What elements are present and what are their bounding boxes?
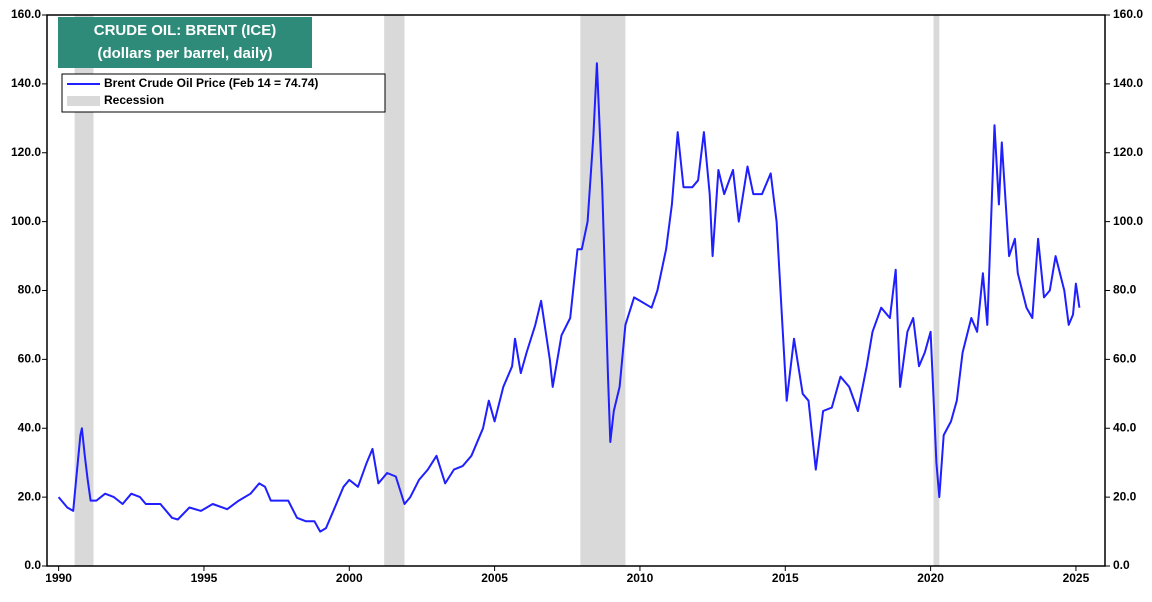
y-tick-label: 80.0 [18,283,42,297]
x-tick-label: 1995 [191,571,218,585]
y-tick-label: 40.0 [18,420,42,434]
x-tick-label: 2025 [1063,571,1090,585]
y-tick-label: 140.0 [11,76,41,90]
y-tick-label: 160.0 [11,7,41,21]
y2-tick-label: 80.0 [1113,283,1137,297]
chart-title: CRUDE OIL: BRENT (ICE) [94,22,277,39]
price-line [57,62,1081,533]
y-tick-label: 120.0 [11,145,41,159]
y2-tick-label: 20.0 [1113,489,1137,503]
y-tick-label: 0.0 [24,558,41,572]
y-tick-label: 100.0 [11,214,41,228]
y2-tick-label: 60.0 [1113,352,1137,366]
y2-tick-label: 140.0 [1113,76,1143,90]
x-tick-label: 2005 [481,571,508,585]
x-tick-label: 2020 [917,571,944,585]
recession-layer [74,15,940,566]
y-tick-label: 60.0 [18,352,42,366]
y2-tick-label: 160.0 [1113,7,1143,21]
y2-tick-label: 100.0 [1113,214,1143,228]
legend-swatch [67,96,100,106]
x-tick-label: 1990 [45,571,72,585]
y2-tick-label: 0.0 [1113,558,1130,572]
x-tick-label: 2015 [772,571,799,585]
legend-label: Recession [104,93,164,107]
legend-label: Brent Crude Oil Price (Feb 14 = 74.74) [104,76,318,90]
x-tick-label: 2000 [336,571,363,585]
recession-band [384,15,405,566]
x-tick-label: 2010 [627,571,654,585]
y-tick-label: 20.0 [18,489,42,503]
title-box [58,17,312,68]
y2-tick-label: 40.0 [1113,420,1137,434]
recession-band [933,15,940,566]
recession-band [580,15,626,566]
legend [61,73,386,113]
chart-subtitle: (dollars per barrel, daily) [97,45,272,62]
y2-tick-label: 120.0 [1113,145,1143,159]
recession-band [74,15,94,566]
